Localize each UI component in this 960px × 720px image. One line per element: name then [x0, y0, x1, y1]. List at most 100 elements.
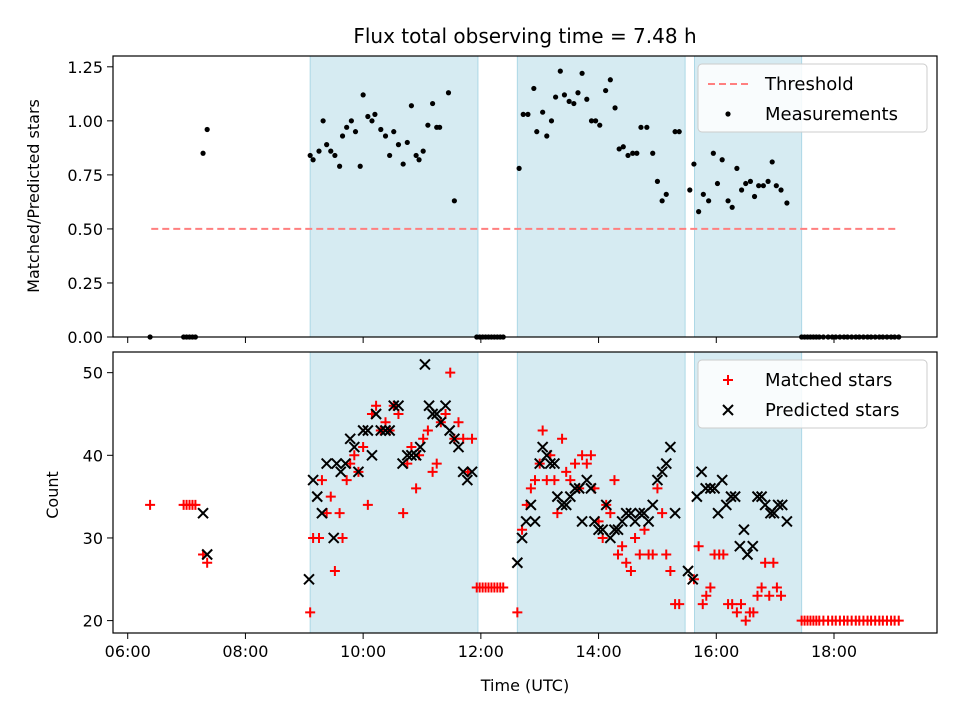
measurement-point: [625, 152, 631, 159]
matched-stars-point: [418, 433, 429, 444]
predicted-stars-point: [729, 490, 741, 503]
measurement-point: [620, 144, 626, 150]
matched-stars-point: [697, 599, 708, 610]
predicted-stars-point: [755, 490, 768, 503]
predicted-stars-point: [660, 457, 672, 470]
measurement-point: [760, 183, 766, 189]
x-axis-label: Time (UTC): [480, 676, 569, 695]
legend-box: [697, 63, 928, 133]
x-tick-label: 14:00: [576, 642, 622, 661]
matched-stars-point: [771, 582, 782, 593]
measurement-point: [382, 133, 389, 139]
predicted-stars-point: [197, 507, 209, 519]
predicted-stars-point: [642, 515, 655, 528]
top-panel: 0.00 0.25 0.50 0.75 1.00 1.25 Threshold Measure…: [67, 55, 938, 347]
measurement-point: [328, 148, 334, 154]
x-tick-label: 16:00: [693, 642, 739, 661]
measurement-point: [387, 152, 393, 159]
measurement-point: [372, 111, 378, 117]
measurement-point: [445, 90, 452, 96]
measurement-point: [575, 90, 581, 96]
predicted-stars-point: [592, 523, 605, 536]
matched-stars-point: [334, 508, 345, 519]
measurement-point: [687, 187, 693, 193]
predicted-stars-point: [452, 441, 465, 453]
predicted-stars-point: [414, 441, 426, 453]
predicted-stars-point: [339, 457, 352, 470]
predicted-stars-point: [419, 358, 431, 371]
legend-label: Threshold: [764, 74, 854, 95]
predicted-stars-point: [366, 449, 378, 462]
measurement-point: [352, 129, 359, 135]
matched-stars-point: [731, 607, 742, 618]
measurement-point: [654, 178, 661, 184]
measurement-point: [200, 150, 206, 156]
bottom-y-tick-label: 50: [83, 364, 103, 383]
measurement-point: [204, 126, 210, 133]
measurement-point: [784, 200, 790, 206]
predicted-stars-point: [328, 532, 340, 544]
measurement-point: [729, 204, 735, 210]
predicted-stars-point: [738, 523, 750, 536]
matched-stars-point: [609, 475, 620, 486]
predicted-stars-point: [448, 433, 461, 445]
legend-label: Matched stars: [765, 370, 892, 391]
matched-stars-point: [748, 607, 759, 618]
predicted-stars-point: [772, 499, 784, 511]
measurement-point: [553, 94, 559, 100]
predicted-stars-point: [776, 499, 788, 511]
measurement-point: [644, 124, 650, 130]
x-tick-label: 10:00: [340, 642, 386, 661]
predicted-stars-point: [348, 441, 361, 453]
predicted-stars-point: [759, 499, 771, 511]
matched-stars-point: [202, 557, 213, 568]
predicted-stars-point: [612, 523, 624, 536]
measurement-point: [404, 139, 410, 146]
matched-stars-point: [625, 566, 636, 577]
bottom-observing-window: [309, 351, 479, 634]
legend-predicted-swatch: [722, 404, 734, 416]
measurement-point: [773, 183, 779, 189]
measurement-point: [544, 133, 550, 139]
matched-stars-point: [701, 590, 712, 601]
matched-stars-point: [693, 541, 704, 552]
matched-stars-point: [612, 549, 623, 560]
predicted-stars-point: [691, 490, 703, 503]
measurement-point: [561, 92, 568, 98]
measurement-point: [320, 118, 326, 124]
measurement-point: [395, 142, 402, 148]
measurement-point: [400, 161, 406, 167]
predicted-stars-point: [536, 441, 549, 453]
matched-stars-point: [570, 458, 581, 469]
legend-measurements-swatch: [725, 111, 731, 117]
matched-stars-point: [581, 458, 592, 469]
measurement-point: [747, 178, 754, 184]
legend-matched-swatch: [723, 375, 733, 385]
predicted-stars-point: [695, 466, 708, 478]
measurement-point: [344, 124, 350, 130]
predicted-stars-point: [638, 507, 650, 519]
matched-stars-point: [674, 599, 685, 610]
predicted-stars-point: [410, 449, 422, 462]
measurement-point: [566, 98, 572, 104]
matched-stars-point: [316, 475, 327, 486]
matched-stars-point: [727, 599, 738, 610]
predicted-stars-point: [392, 400, 405, 412]
measurement-point: [612, 105, 618, 111]
bottom-y-tick-label: 40: [83, 446, 103, 465]
top-y-tick-label: 0.25: [67, 274, 103, 293]
matched-stars-point: [530, 475, 541, 486]
matched-stars-point: [652, 483, 663, 494]
x-tick-label: 12:00: [458, 642, 504, 661]
matched-stars-point: [736, 599, 747, 610]
measurement-point: [416, 157, 422, 163]
matched-stars-point: [657, 508, 668, 519]
predicted-stars-point: [687, 573, 699, 585]
measurement-point: [714, 180, 721, 187]
matched-stars-point: [630, 532, 641, 543]
predicted-stars-point: [600, 499, 612, 511]
predicted-stars-point: [201, 548, 213, 561]
predicted-stars-point: [516, 532, 528, 544]
measurement-point: [743, 180, 749, 187]
bottom-observing-window: [516, 351, 686, 634]
